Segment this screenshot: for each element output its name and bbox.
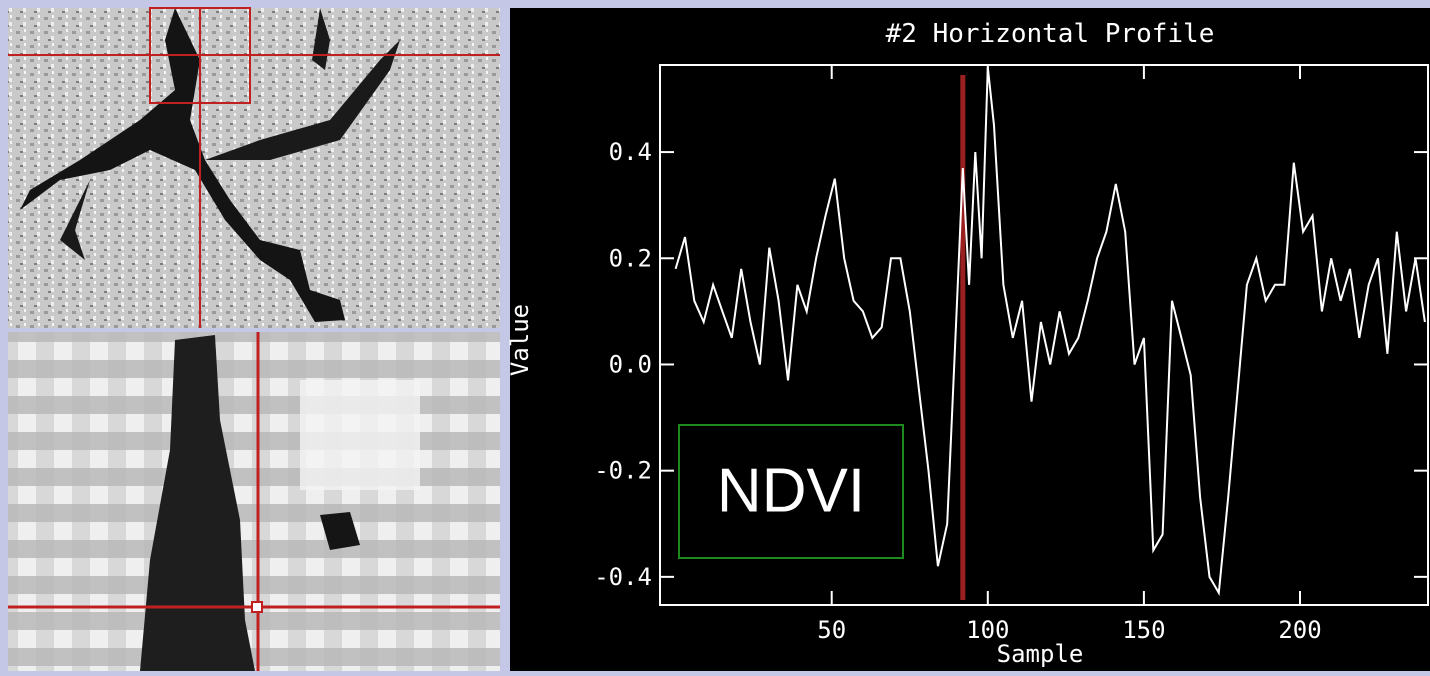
zoom-image bbox=[8, 332, 500, 671]
y-tick-label: 0.4 bbox=[609, 138, 652, 166]
x-tick-label: 100 bbox=[966, 616, 1009, 644]
plot-frame bbox=[659, 64, 1429, 606]
overview-image bbox=[8, 7, 500, 328]
x-axis-label: Sample bbox=[997, 640, 1084, 668]
annotation-box bbox=[678, 424, 904, 559]
y-tick-label: -0.2 bbox=[594, 457, 652, 485]
x-tick-label: 200 bbox=[1278, 616, 1321, 644]
y-tick-label: 0.2 bbox=[609, 244, 652, 272]
profile-line bbox=[674, 66, 1426, 596]
y-tick-label: -0.4 bbox=[594, 563, 652, 591]
y-tick-label: 0.0 bbox=[609, 350, 652, 378]
x-tick-label: 50 bbox=[817, 616, 846, 644]
chart-title: #2 Horizontal Profile bbox=[886, 19, 1215, 49]
annotation: NDVI bbox=[717, 456, 865, 525]
plot-window bbox=[510, 8, 1430, 671]
x-tick-label: 150 bbox=[1122, 616, 1165, 644]
y-axis-label: Value bbox=[506, 304, 534, 376]
